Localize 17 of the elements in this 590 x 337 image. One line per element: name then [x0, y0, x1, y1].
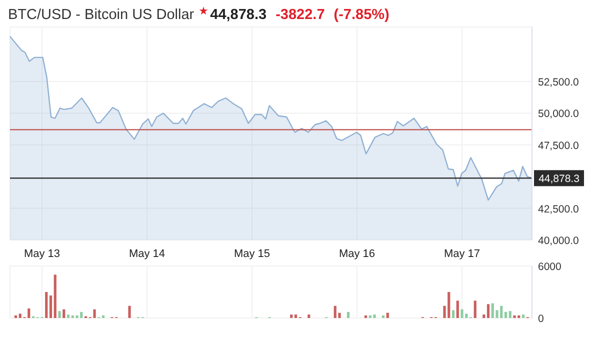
x-tick-label: May 15: [234, 248, 270, 260]
y-tick-label: 50,000.0: [538, 108, 580, 120]
y-tick-label: 40,000.0: [538, 235, 580, 247]
text: (-7.85%): [334, 7, 390, 23]
x-tick-label: May 16: [338, 248, 376, 260]
x-tick-label: May 17: [444, 248, 480, 260]
x-tick-label: May 14: [128, 248, 166, 260]
ref-line-label: 44,878.3: [538, 173, 580, 186]
y-tick-label: 0: [538, 313, 544, 325]
text: -3822.7: [276, 7, 325, 23]
y-tick-label: 42,500.0: [538, 203, 580, 216]
text: 44,878.3: [210, 7, 267, 23]
y-tick-label: 52,500.0: [538, 76, 580, 89]
x-tick-label: May 13: [24, 248, 60, 260]
y-tick-label: 6000: [538, 261, 562, 273]
y-tick-label: 47,500.0: [538, 140, 580, 152]
chart-title: BTC/USD - Bitcoin US Dollar: [8, 7, 194, 23]
